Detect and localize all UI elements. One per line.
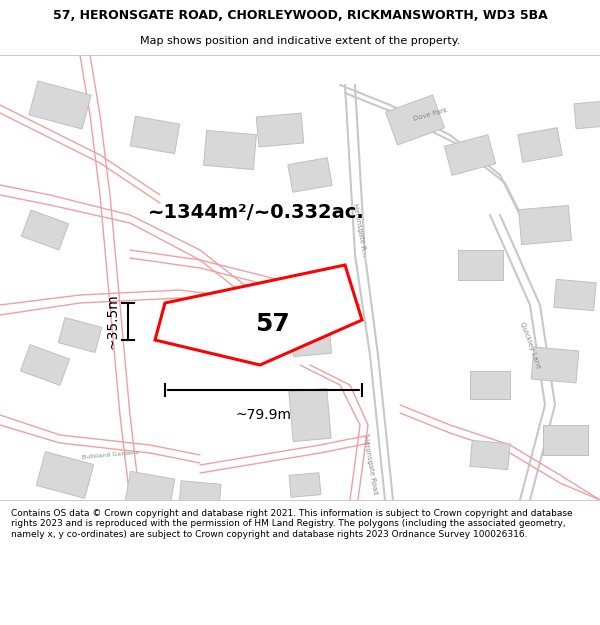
Polygon shape	[203, 131, 256, 169]
Text: ~79.9m: ~79.9m	[235, 408, 292, 422]
Text: Heronsgate Road: Heronsgate Road	[362, 435, 378, 495]
Text: 57: 57	[255, 312, 290, 336]
Text: Bullsland Gardens: Bullsland Gardens	[82, 450, 139, 460]
Text: Map shows position and indicative extent of the property.: Map shows position and indicative extent…	[140, 36, 460, 46]
Polygon shape	[289, 472, 321, 498]
Text: ~35.5m: ~35.5m	[106, 294, 120, 349]
Polygon shape	[288, 158, 332, 192]
Polygon shape	[470, 371, 510, 399]
Polygon shape	[531, 347, 579, 383]
Polygon shape	[470, 441, 510, 469]
Polygon shape	[518, 206, 571, 244]
Polygon shape	[289, 389, 331, 441]
Polygon shape	[518, 127, 562, 162]
Polygon shape	[289, 294, 332, 356]
Polygon shape	[155, 265, 362, 365]
Polygon shape	[256, 113, 304, 147]
Text: 57, HERONSGATE ROAD, CHORLEYWOOD, RICKMANSWORTH, WD3 5BA: 57, HERONSGATE ROAD, CHORLEYWOOD, RICKMA…	[53, 9, 547, 22]
Polygon shape	[29, 81, 91, 129]
Polygon shape	[22, 210, 68, 250]
Polygon shape	[20, 344, 70, 386]
Polygon shape	[179, 481, 221, 509]
Polygon shape	[125, 471, 175, 509]
Polygon shape	[58, 318, 102, 352]
Polygon shape	[445, 135, 496, 175]
Text: Contains OS data © Crown copyright and database right 2021. This information is : Contains OS data © Crown copyright and d…	[11, 509, 572, 539]
Polygon shape	[130, 116, 180, 154]
Polygon shape	[554, 279, 596, 311]
Polygon shape	[386, 95, 445, 145]
Text: Quickley Lane: Quickley Lane	[519, 321, 541, 369]
Text: ~1344m²/~0.332ac.: ~1344m²/~0.332ac.	[148, 204, 365, 222]
Polygon shape	[542, 425, 587, 455]
Text: Heronsgate R...: Heronsgate R...	[352, 203, 368, 257]
Polygon shape	[37, 452, 94, 498]
Polygon shape	[458, 250, 503, 280]
Polygon shape	[574, 101, 600, 129]
Text: Dove Park: Dove Park	[412, 107, 448, 122]
